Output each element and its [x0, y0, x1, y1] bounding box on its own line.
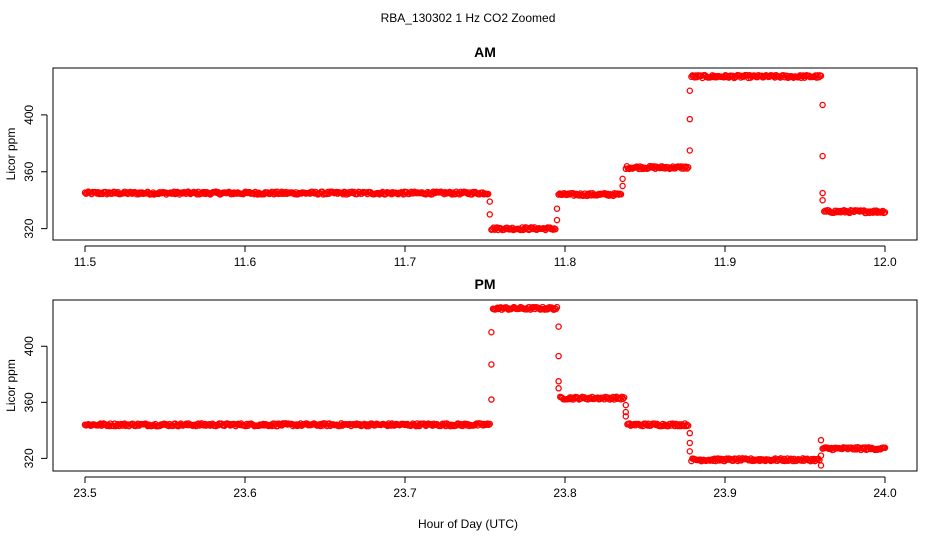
panel-title: PM: [475, 276, 496, 292]
data-point: [488, 328, 495, 336]
plot-area-frame: [52, 299, 918, 472]
data-point: [619, 175, 626, 183]
data-point: [555, 323, 562, 330]
data-point: [486, 211, 494, 218]
y-tick-label: 360: [22, 392, 36, 412]
data-point: [686, 429, 694, 437]
panel-am: AM Licor ppm 11.5 11.6 11.7 11.8 11.9 12.0 320 36…: [4, 44, 918, 269]
x-tick-label: 11.6: [234, 255, 257, 269]
data-point: [619, 182, 626, 190]
y-tick-label: 320: [22, 218, 36, 238]
x-tick-label: 12.0: [873, 255, 897, 269]
data-point: [553, 216, 561, 224]
data-point: [819, 189, 826, 197]
data-point: [548, 225, 556, 232]
data-point: [684, 422, 692, 429]
data-point: [619, 395, 627, 403]
data-point: [819, 152, 826, 160]
data-point: [553, 205, 561, 212]
plot-area-frame: [52, 67, 918, 241]
data-point: [555, 378, 562, 385]
data-point: [817, 462, 825, 469]
data-point: [483, 421, 490, 428]
data-point: [817, 436, 825, 444]
y-axis-title: Licor ppm: [4, 128, 18, 181]
data-point: [133, 190, 140, 198]
data-point: [832, 207, 839, 214]
panel-pm: PM Licor ppm 23.5 23.6 23.7 23.8 23.9 24.0 320 36…: [4, 276, 918, 500]
data-point: [617, 191, 625, 198]
data-point: [553, 303, 561, 311]
data-point: [484, 190, 492, 198]
data-point: [686, 147, 694, 154]
x-tick-label: 11.5: [74, 255, 97, 269]
data-point: [622, 408, 630, 416]
data-point: [486, 198, 494, 205]
y-tick-label: 400: [22, 336, 36, 356]
x-tick-label: 23.9: [713, 486, 737, 500]
x-axis-title: Hour of Day (UTC): [418, 517, 518, 531]
data-point: [660, 422, 668, 429]
x-tick-label: 11.8: [554, 255, 577, 269]
x-tick-label: 24.0: [873, 486, 897, 500]
data-point: [819, 196, 826, 204]
data-point: [620, 394, 628, 401]
x-tick-label: 11.7: [394, 255, 417, 269]
x-tick-label: 23.6: [233, 486, 257, 500]
y-tick-label: 400: [22, 105, 36, 125]
data-point: [486, 420, 494, 428]
x-tick-label: 11.9: [714, 255, 737, 269]
y-tick-label: 320: [22, 448, 36, 468]
data-point: [552, 225, 559, 233]
data-point: [488, 396, 495, 403]
figure-title: RBA_130302 1 Hz CO2 Zoomed: [381, 11, 556, 25]
data-point: [660, 163, 668, 171]
x-tick-label: 23.8: [553, 486, 577, 500]
data-point: [817, 72, 825, 80]
data-point: [686, 448, 694, 455]
data-point: [686, 87, 694, 94]
x-tick-label: 23.5: [73, 486, 97, 500]
data-points: [81, 303, 889, 469]
data-point: [622, 413, 630, 420]
data-point: [622, 401, 630, 409]
data-point: [686, 439, 694, 447]
y-axis-title: Licor ppm: [4, 359, 18, 412]
x-tick-label: 23.7: [393, 486, 417, 500]
data-point: [555, 352, 562, 360]
panel-title: AM: [474, 44, 496, 60]
data-point: [881, 209, 889, 216]
data-point: [881, 444, 889, 452]
data-point: [683, 165, 691, 172]
data-point: [686, 115, 694, 123]
data-point: [819, 101, 826, 109]
data-point: [684, 164, 692, 171]
data-point: [555, 385, 562, 392]
chart-panels: AM Licor ppm 11.5 11.6 11.7 11.8 11.9 12.0 320 36…: [4, 44, 918, 500]
y-tick-label: 360: [22, 161, 36, 181]
data-point: [488, 361, 495, 368]
data-points: [81, 71, 889, 234]
data-point: [817, 452, 825, 459]
